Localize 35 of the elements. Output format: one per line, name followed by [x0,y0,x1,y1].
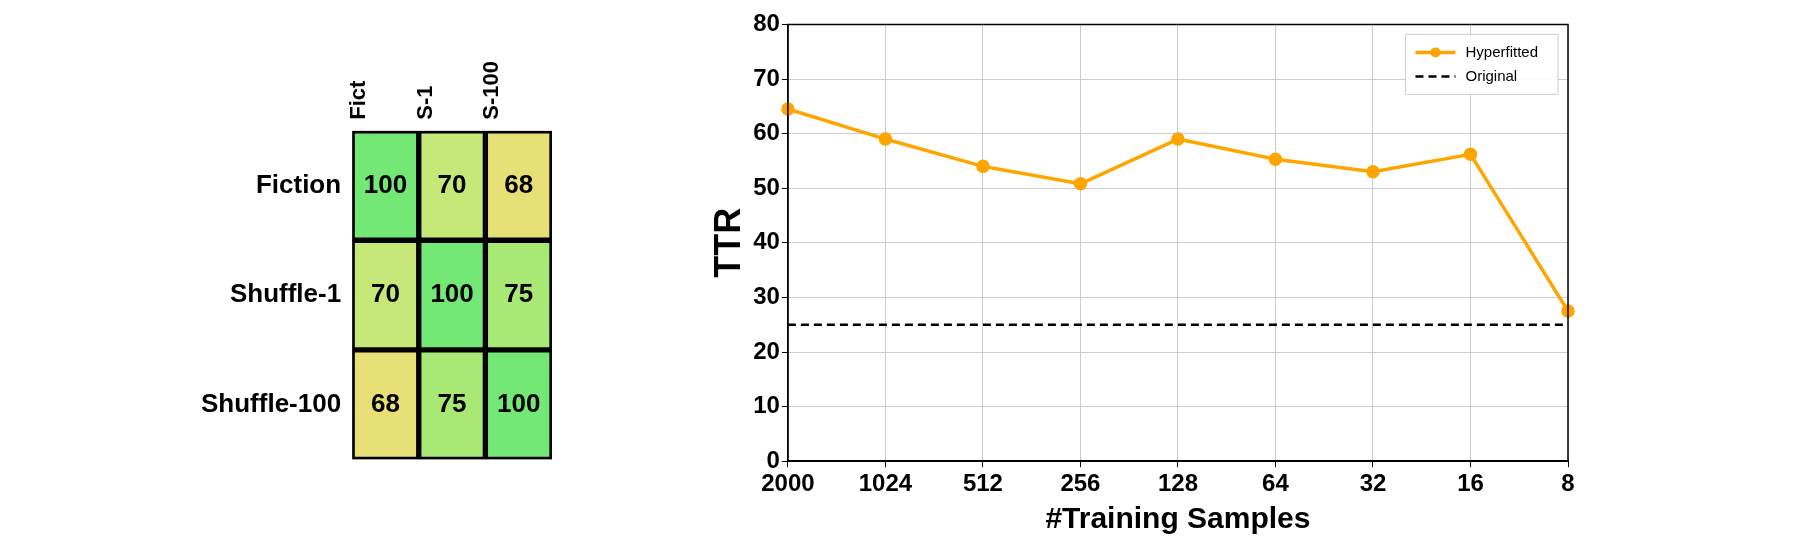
x-tick-label: 512 [962,469,1003,497]
x-tick-label: 64 [1262,469,1290,497]
y-tick-label: Shuffle-100 [200,387,342,418]
y-tick-label: Shuffle-1 [229,278,342,309]
y-axis-title: TTR [706,207,748,278]
y-tick-label: 30 [753,282,780,310]
x-tick-label: S-100 [478,60,504,120]
y-tick-label: 80 [753,9,780,37]
y-tick-label: 40 [753,227,780,255]
y-tick-label: Fiction [255,168,342,199]
x-tick-label: 32 [1359,469,1387,497]
data-label: 68 [504,168,534,199]
x-tick-label: 1024 [858,469,913,497]
x-tick-label: 8 [1561,469,1575,497]
x-axis-title: #Training Samples [1045,501,1311,535]
y-tick-label: 10 [753,391,780,419]
data-label: 75 [504,278,534,309]
y-tick-label: 70 [753,63,780,91]
legend-label: Hyperfitted [1465,42,1539,60]
data-label: 100 [497,387,541,418]
x-tick-label: 16 [1457,469,1484,497]
data-label: 75 [437,387,467,418]
x-tick-label: 128 [1157,469,1198,497]
x-tick-label: Fict [345,79,371,120]
data-label: 70 [370,278,400,309]
x-tick-label: S-1 [411,85,437,120]
data-label: 70 [437,168,467,199]
data-label: 100 [430,278,474,309]
data-label: 100 [363,168,408,199]
y-tick-label: 50 [753,172,780,200]
legend-label: Original [1465,66,1518,84]
data-label: 68 [370,387,400,418]
x-tick-label: 256 [1060,469,1101,497]
y-tick-label: 60 [753,118,780,146]
y-tick-label: 20 [753,336,780,364]
